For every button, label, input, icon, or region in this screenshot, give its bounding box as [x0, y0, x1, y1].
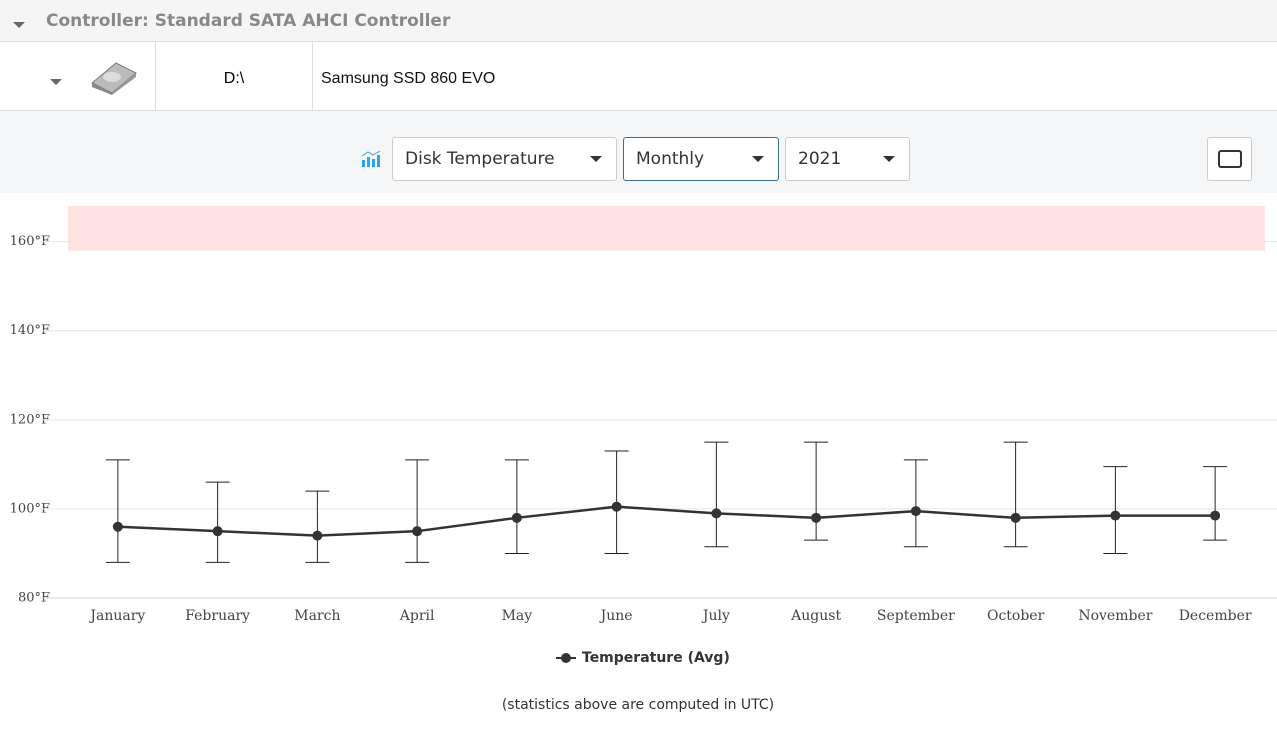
data-point	[711, 508, 722, 519]
data-point	[511, 512, 522, 523]
series-line	[117, 505, 1216, 537]
year-select[interactable]: 2021	[785, 137, 910, 181]
x-tick-label: August	[790, 608, 841, 624]
drive-letter: D:\	[156, 42, 313, 110]
collapse-icon	[13, 22, 25, 28]
footnote: (statistics above are computed in UTC)	[502, 697, 774, 713]
x-tick-label: September	[877, 608, 955, 624]
expand-icon[interactable]	[49, 77, 63, 87]
data-point	[811, 512, 822, 523]
y-tick-label: 120°F	[10, 412, 50, 427]
warning-band	[68, 206, 1265, 251]
metric-select[interactable]: Disk Temperature	[392, 137, 617, 181]
y-tick-label: 160°F	[10, 234, 50, 249]
disk-row: D:\ Samsung SSD 860 EVO	[0, 42, 1277, 111]
disk-icon	[91, 62, 137, 95]
y-tick-label: 80°F	[18, 591, 50, 606]
x-tick-label: May	[502, 608, 533, 624]
x-tick-label: February	[185, 608, 250, 624]
metric-value: Disk Temperature	[405, 149, 555, 169]
y-tick-label: 100°F	[10, 501, 50, 516]
x-tick-label: November	[1078, 608, 1152, 624]
data-point	[611, 501, 622, 512]
data-point	[910, 506, 921, 517]
x-tick-label: October	[987, 608, 1045, 624]
chart-icon	[361, 150, 381, 167]
data-point	[1110, 510, 1121, 521]
controller-label: Controller: Standard SATA AHCI Controlle…	[46, 11, 451, 31]
year-value: 2021	[798, 149, 842, 169]
x-tick-label: December	[1179, 608, 1252, 624]
data-point	[1010, 512, 1021, 523]
x-tick-label: March	[294, 608, 340, 624]
x-tick-label: April	[399, 608, 435, 624]
toolbar: Disk Temperature Monthly 2021	[0, 111, 1277, 193]
y-tick-label: 140°F	[10, 323, 50, 338]
data-point	[112, 521, 123, 532]
legend-label[interactable]: Temperature (Avg)	[582, 650, 730, 666]
data-point	[312, 530, 323, 541]
data-point	[212, 526, 223, 537]
period-value: Monthly	[636, 149, 705, 169]
x-tick-label: January	[88, 608, 145, 624]
fullscreen-button[interactable]	[1207, 137, 1252, 181]
legend-marker	[561, 653, 571, 663]
chart: (statistics above are computed in UTC) 8…	[10, 206, 1277, 713]
period-select[interactable]: Monthly	[623, 137, 779, 181]
data-point	[1210, 510, 1221, 521]
data-point	[412, 526, 423, 537]
disk-icon-cell	[0, 42, 156, 110]
x-tick-label: July	[701, 608, 730, 624]
disk-model: Samsung SSD 860 EVO	[321, 70, 496, 87]
controller-header[interactable]: Controller: Standard SATA AHCI Controlle…	[0, 0, 1277, 42]
x-tick-label: June	[599, 608, 633, 624]
